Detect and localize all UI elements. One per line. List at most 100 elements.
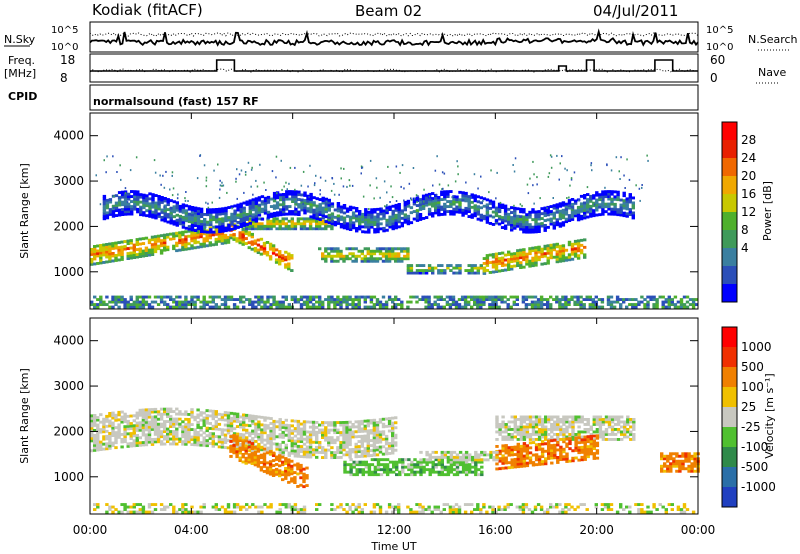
power-cell-2043 [586, 193, 590, 196]
power-cell-2805 [294, 166, 296, 169]
velocity-cell-1595 [361, 473, 365, 477]
power-cell-878 [105, 216, 110, 220]
power-cell-346 [278, 255, 282, 258]
velocity-cell-36 [96, 418, 100, 422]
power-cell-882 [105, 203, 110, 207]
power-cell-1709 [443, 197, 447, 201]
power-cell-695 [494, 267, 499, 271]
power-cell-2344 [272, 300, 276, 304]
velocity-cell-315 [175, 407, 179, 411]
power-cell-1766 [467, 195, 471, 198]
power-cell-112 [144, 249, 149, 252]
power-cell-1642 [415, 209, 420, 212]
power-cell-1067 [181, 225, 186, 229]
velocity-cell-402 [202, 411, 206, 415]
power-cell-1542 [373, 223, 377, 226]
velocity-cell-206 [147, 433, 152, 437]
power-cell-2555 [476, 303, 480, 306]
velocity-cell-1130 [522, 420, 527, 424]
power-cell-2448 [363, 300, 367, 304]
velocity-cell-296 [172, 437, 176, 441]
velocity-cell-857 [339, 451, 343, 454]
power-cell-2369 [296, 298, 301, 301]
power-cell-1029 [163, 197, 167, 200]
power-cell-357 [287, 267, 291, 271]
power-cell-2516 [439, 295, 443, 299]
velocity-cell-1552 [296, 462, 300, 466]
velocity-cell-1539 [290, 469, 294, 473]
power-cell-1439 [330, 222, 335, 226]
velocity-cell-1541 [290, 464, 294, 468]
power-cell-495 [327, 247, 331, 251]
velocity-cell-1388 [632, 438, 636, 441]
power-cell-757 [525, 257, 529, 261]
power-cell-1746 [461, 211, 465, 215]
power-cell-2956 [519, 203, 522, 206]
power-cell-1423 [324, 220, 328, 224]
power-cell-1254 [251, 203, 255, 207]
velocity-cell-878 [342, 421, 346, 424]
power-cell-2078 [601, 200, 605, 204]
velocity-cell-1825 [510, 460, 514, 464]
velocity-cell-765 [308, 433, 313, 437]
velocity-cell-335 [184, 435, 188, 439]
power-cell-2911 [105, 171, 107, 174]
power-cell-118 [147, 241, 152, 245]
power-cell-2314 [242, 295, 246, 299]
power-cell-1678 [431, 202, 435, 205]
velocity-cell-261 [163, 442, 167, 446]
velocity-cell-1389 [632, 435, 636, 439]
velocity-cell-37 [96, 416, 100, 419]
power-cell-2916 [436, 155, 438, 158]
velocity-cell-1798 [498, 457, 502, 461]
power-cell-57 [114, 244, 118, 247]
power-cell-694 [494, 270, 499, 273]
velocity-cell-1324 [601, 423, 606, 426]
velocity-cell-1448 [250, 452, 254, 455]
velocity-cell-1624 [379, 473, 384, 477]
velocity-cell-424 [211, 439, 215, 443]
power-cell-2388 [311, 298, 316, 301]
velocity-cell-1170 [537, 423, 542, 426]
power-cell-2384 [308, 298, 313, 301]
velocity-cell-1159 [534, 430, 539, 434]
power-cell-2760 [673, 295, 678, 299]
power-cell-1272 [257, 198, 262, 202]
power-cell-2735 [652, 303, 656, 306]
power-cell-1854 [510, 223, 514, 227]
velocity-cell-131 [126, 424, 130, 428]
power-cell-1789 [479, 216, 483, 220]
velocity-cell-350 [187, 425, 191, 429]
power-cell-435 [293, 222, 298, 226]
power-cell-2481 [397, 303, 401, 306]
velocity-cell-977 [369, 419, 374, 422]
power-cell-2258 [184, 295, 188, 299]
velocity-cell-808 [324, 453, 328, 457]
power-cell-1160 [215, 210, 219, 214]
power-cell-311 [253, 247, 258, 250]
velocity-cell-1352 [613, 423, 618, 426]
velocity-cell-779 [315, 455, 319, 459]
velocity-cell-998 [375, 436, 380, 439]
velocity-cell-1490 [268, 462, 273, 466]
power-cell-1494 [355, 227, 359, 230]
velocity-cell-1462 [256, 457, 261, 461]
velocity-cell-187 [141, 411, 146, 414]
power-cell-209 [196, 233, 200, 237]
power-cell-1221 [239, 212, 243, 216]
velocity-cell-1663 [404, 458, 408, 462]
power-cell-106 [141, 252, 146, 255]
power-cell-2741 [655, 298, 659, 301]
power-cell-936 [130, 212, 134, 216]
power-cell-2914 [280, 159, 282, 162]
power-colorbar-swatch-6 [722, 230, 737, 249]
power-cell-2809 [572, 207, 575, 210]
power-cell-1340 [288, 192, 292, 196]
power-cell-515 [342, 257, 346, 261]
power-cell-2563 [479, 295, 483, 299]
power-cell-1083 [187, 227, 192, 231]
power-cell-1605 [397, 212, 401, 216]
power-cell-2379 [305, 300, 310, 304]
power-cell-2551 [473, 300, 477, 304]
power-cell-65 [120, 258, 124, 261]
